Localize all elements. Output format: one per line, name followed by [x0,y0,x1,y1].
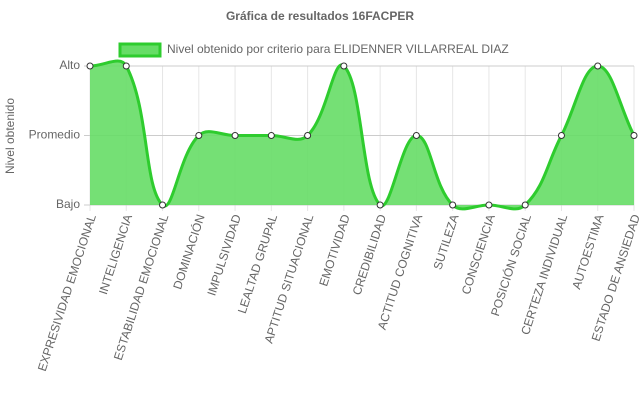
point [86,62,94,70]
point [340,62,348,70]
x-tick-label: INTELIGENCIA [96,213,135,297]
point [521,201,529,209]
y-tick-label: Promedio [29,128,81,142]
x-tick-label: DOMINACIÓN [169,212,207,291]
point [267,132,275,139]
point [376,201,384,209]
y-axis-title: Nivel obtenido [3,98,17,174]
x-tick-label: CREDIBILIDAD [350,212,389,297]
x-tick-label: LEALTAD GRUPAL [235,212,280,315]
point [412,132,420,139]
x-tick-label: CONSCIENCIA [459,213,498,297]
legend-label: Nivel obtenido por criterio para ELIDENN… [167,42,509,56]
x-tick-label: SUTILEZA [430,213,461,272]
x-tick-label: EMOTIVIDAD [316,212,352,288]
x-tick-label: EXPRESIVIDAD EMOCIONAL [35,212,99,373]
x-tick-label: AUTOESTIMA [569,213,606,291]
point [594,62,602,70]
x-tick-label: IMPULSIVIDAD [204,212,244,297]
legend-swatch [118,42,162,58]
chart-title: Gráfica de resultados 16FACPER [226,9,414,23]
point [231,132,239,139]
point [122,62,130,70]
point [557,132,565,139]
point [449,201,457,209]
point [159,201,167,209]
line [89,59,636,211]
point [304,132,312,139]
y-tick-label: Alto [59,58,80,72]
y-tick-label: Bajo [56,197,80,211]
area [90,61,634,209]
point [630,132,638,139]
point [485,201,493,209]
point [195,132,203,139]
